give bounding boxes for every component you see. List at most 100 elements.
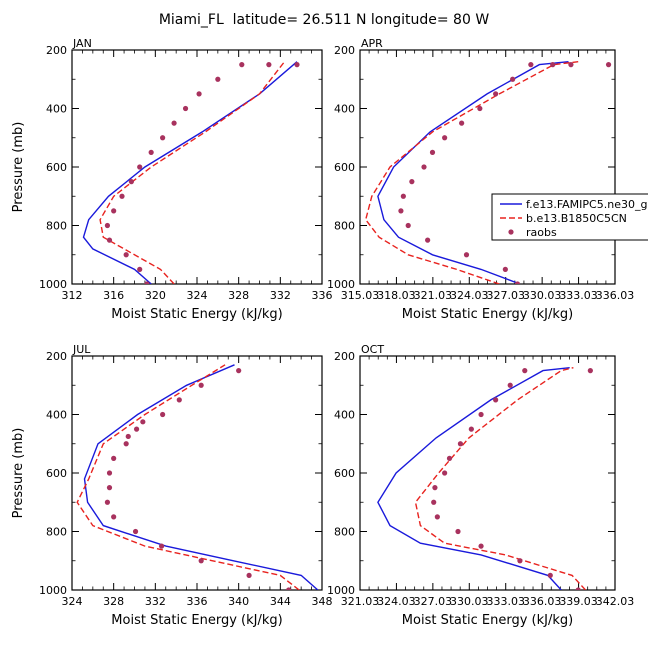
x-tick-label: 324.03 xyxy=(377,595,416,608)
raobs-point xyxy=(104,222,111,229)
raobs-point xyxy=(429,149,436,155)
x-tick-label: 328 xyxy=(228,289,249,302)
raobs-point xyxy=(507,382,513,388)
raobs-point xyxy=(171,120,177,126)
raobs-point xyxy=(132,528,139,535)
y-tick-label: 1000 xyxy=(327,278,355,291)
raobs-point xyxy=(246,572,252,578)
raobs-point xyxy=(547,572,553,578)
raobs-point xyxy=(478,543,484,549)
raobs-point xyxy=(468,426,474,432)
raobs-point xyxy=(478,411,484,418)
panel-label: JUL xyxy=(72,343,91,356)
panel-oct: OCT321.03324.03327.03330.03333.03336.033… xyxy=(327,343,634,628)
legend-swatch-raobs xyxy=(508,229,514,235)
raobs-point xyxy=(425,237,431,243)
x-tick-label: 339.03 xyxy=(559,595,598,608)
raobs-point xyxy=(196,91,202,97)
x-tick-label: 336 xyxy=(187,595,208,608)
raobs-point xyxy=(493,397,499,403)
raobs-point xyxy=(160,411,166,418)
x-tick-label: 318.03 xyxy=(377,289,416,302)
panel-jul: JUL 324 328 332 336 340 344 348 200 400 600 800 1000… xyxy=(11,343,333,628)
raobs-point xyxy=(459,120,465,126)
x-tick-label: 333.03 xyxy=(559,289,598,302)
y-tick-label: 200 xyxy=(46,350,67,363)
raobs-point xyxy=(123,252,129,258)
raobs-point xyxy=(514,281,521,284)
y-tick-label: 200 xyxy=(334,44,355,57)
x-tick-label: 333.03 xyxy=(486,595,525,608)
legend-label: raobs xyxy=(526,226,557,239)
raobs-point xyxy=(502,266,508,272)
x-axis-label: Moist Static Energy (kJ/kg) xyxy=(402,613,573,628)
raobs-point xyxy=(137,266,143,272)
raobs-point xyxy=(266,62,272,68)
raobs-point xyxy=(176,397,182,403)
x-tick-label: 336.03 xyxy=(523,595,562,608)
raobs-point xyxy=(434,514,440,520)
raobs-point xyxy=(477,105,483,112)
raobs-point xyxy=(286,587,292,590)
x-tick-label: 348 xyxy=(312,595,333,608)
x-tick-label: 340 xyxy=(228,595,249,608)
raobs-point xyxy=(550,62,556,68)
raobs-point xyxy=(198,558,204,564)
raobs-point xyxy=(111,208,117,214)
y-tick-label: 800 xyxy=(46,220,67,233)
y-tick-label: 1000 xyxy=(39,278,67,291)
legend-label: f.e13.FAMIPC5.ne30_g16 xyxy=(526,198,648,211)
raobs-point xyxy=(522,368,528,374)
x-tick-label: 320 xyxy=(145,289,166,302)
x-tick-label: 324 xyxy=(62,595,83,608)
panel-jan: JAN 312 316 320 324 328 332 336 200 400 600 800 1000… xyxy=(11,37,333,322)
raobs-point xyxy=(104,499,111,505)
y-tick-label: 800 xyxy=(46,526,67,539)
panel-label: JAN xyxy=(72,37,92,50)
x-tick-label: 336 xyxy=(312,289,333,302)
raobs-point xyxy=(431,499,437,505)
raobs-point xyxy=(455,528,461,535)
legend-box xyxy=(491,193,648,241)
y-tick-label: 1000 xyxy=(327,584,355,597)
raobs-point xyxy=(158,543,165,549)
legend: f.e13.FAMIPC5.ne30_g16b.e13.B1850C5CNrao… xyxy=(491,193,648,241)
raobs-point xyxy=(510,76,516,82)
raobs-point xyxy=(106,470,113,476)
raobs-point xyxy=(236,368,242,374)
x-tick-label: 330.03 xyxy=(523,289,562,302)
y-tick-label: 600 xyxy=(46,161,67,174)
panel-label: OCT xyxy=(361,343,384,356)
x-tick-label: 316 xyxy=(103,289,124,302)
raobs-point xyxy=(463,252,470,258)
y-tick-label: 800 xyxy=(334,526,355,539)
y-tick-label: 400 xyxy=(334,103,355,116)
raobs-point xyxy=(400,193,406,199)
y-tick-label: 600 xyxy=(46,467,67,480)
raobs-point xyxy=(409,179,415,185)
x-tick-label: 321.03 xyxy=(414,289,453,302)
x-tick-label: 312 xyxy=(62,289,83,302)
raobs-point xyxy=(528,62,534,68)
x-tick-label: 332 xyxy=(145,595,166,608)
raobs-point xyxy=(160,135,166,141)
y-tick-label: 800 xyxy=(334,220,355,233)
legend-label: b.e13.B1850C5CN xyxy=(526,212,627,225)
raobs-point xyxy=(106,485,113,491)
raobs-point xyxy=(133,426,140,432)
raobs-point xyxy=(198,382,204,388)
raobs-point xyxy=(568,62,574,68)
raobs-point xyxy=(137,164,143,170)
raobs-point xyxy=(421,164,427,170)
raobs-point xyxy=(125,433,131,440)
series-line-b1850c5cn xyxy=(76,364,300,590)
raobs-point xyxy=(493,91,499,97)
x-tick-label: 336.03 xyxy=(596,289,635,302)
series-line-famipc5 xyxy=(82,61,298,284)
x-tick-label: 344 xyxy=(270,595,291,608)
raobs-point xyxy=(106,237,113,243)
series-line-b1850c5cn xyxy=(99,61,286,284)
series-line-b1850c5cn xyxy=(414,367,587,590)
x-tick-label: 330.03 xyxy=(450,595,489,608)
